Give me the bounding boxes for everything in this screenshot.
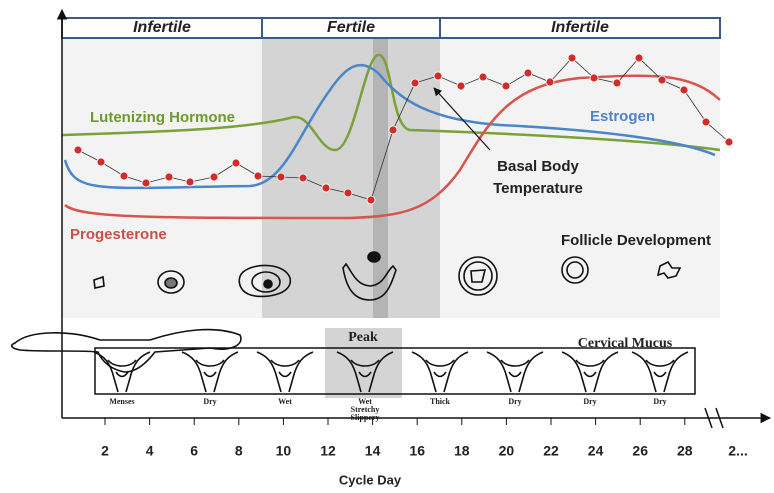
bbt-label: Temperature <box>493 180 583 197</box>
x-tick-label: 12 <box>320 443 336 459</box>
bbt-dot <box>501 81 511 91</box>
bbt-dot <box>679 85 689 95</box>
mucus-label: Dry <box>653 397 666 406</box>
bbt-dot <box>185 177 195 187</box>
lh-label: Lutenizing Hormone <box>90 109 235 126</box>
phase-label: Infertile <box>551 19 609 36</box>
x-tick-label: 16 <box>409 443 425 459</box>
x-tick-label: 18 <box>454 443 470 459</box>
x-tick-label: 4 <box>146 443 154 459</box>
mucus-label: Dry <box>583 397 596 406</box>
x-tick-label: 6 <box>190 443 198 459</box>
x-tick-label: 10 <box>276 443 292 459</box>
progesterone-curve <box>64 74 721 220</box>
bbt-dot <box>724 137 734 147</box>
estrogen-label: Estrogen <box>590 108 655 125</box>
bbt-dot <box>343 188 353 198</box>
bbt-dot <box>164 172 174 182</box>
cervix <box>411 351 469 393</box>
bbt-dot <box>231 158 241 168</box>
x-ticks: 2 4 6 8 10 12 14 16 18 20 22 24 26 28 2... <box>101 418 748 459</box>
bbt-dots <box>73 53 734 205</box>
bbt-dot <box>634 53 644 63</box>
bbt-dot <box>701 117 711 127</box>
bbt-dot <box>612 78 622 88</box>
follicle-label: Follicle Development <box>561 232 711 249</box>
cervix <box>486 351 544 393</box>
bbt-dot <box>73 145 83 155</box>
lh-curve <box>61 53 721 152</box>
cervix <box>256 351 314 393</box>
peak-label: Peak <box>348 330 378 345</box>
cervix <box>336 351 394 393</box>
x-tick-label: 28 <box>677 443 693 459</box>
bbt-dot <box>589 73 599 83</box>
x-tick-label: 20 <box>499 443 515 459</box>
x-tick-label: 2... <box>728 443 747 459</box>
x-tick-label: 14 <box>365 443 381 459</box>
bbt-dot <box>523 68 533 78</box>
bbt-dot <box>478 72 488 82</box>
mucus-label: Dry <box>203 397 216 406</box>
bbt-dot <box>209 172 219 182</box>
x-tick-label: 8 <box>235 443 243 459</box>
mucus-label: Wet <box>278 397 292 406</box>
bbt-dot <box>298 173 308 183</box>
bbt-label: Basal Body <box>497 158 579 175</box>
mucus-label: Wet <box>358 397 372 406</box>
progesterone-label: Progesterone <box>70 226 167 243</box>
cervix <box>93 351 151 393</box>
x-tick-label: 2 <box>101 443 109 459</box>
uterus <box>10 328 242 373</box>
mucus-label: Thick <box>430 397 451 406</box>
x-tick-label: 24 <box>588 443 604 459</box>
bbt-dot <box>253 171 263 181</box>
bbt-dot <box>433 71 443 81</box>
bbt-dot <box>96 157 106 167</box>
mucus-label: Dry <box>508 397 521 406</box>
estrogen-curve <box>63 63 716 190</box>
phase-label: Fertile <box>327 19 375 36</box>
bbt-dot <box>456 81 466 91</box>
bbt-dot <box>321 183 331 193</box>
ovulation-shade <box>373 38 388 318</box>
bbt-dot <box>410 78 420 88</box>
mucus-title: Cervical Mucus <box>578 336 673 351</box>
mucus-label: Menses <box>109 397 134 406</box>
bbt-arrow <box>433 87 491 151</box>
bbt-dot <box>545 77 555 87</box>
bbt-dot <box>567 53 577 63</box>
peak-box <box>325 328 402 398</box>
bbt-dot <box>388 125 398 135</box>
mucus-frame <box>94 347 696 395</box>
x-axis-label: Cycle Day <box>339 472 402 487</box>
axis-break <box>704 407 724 429</box>
cervix <box>631 351 689 393</box>
cervix <box>181 351 239 393</box>
x-tick-label: 26 <box>632 443 648 459</box>
x-tick-label: 22 <box>543 443 559 459</box>
bbt-dot <box>119 171 129 181</box>
bbt-dot <box>657 75 667 85</box>
mucus-label: Stretchy <box>351 405 380 414</box>
follicles <box>93 251 682 301</box>
cervix <box>561 351 619 393</box>
bbt-dot <box>366 195 376 205</box>
bbt-dot <box>141 178 151 188</box>
phase-label: Infertile <box>133 19 191 36</box>
bbt-dot <box>276 172 286 182</box>
